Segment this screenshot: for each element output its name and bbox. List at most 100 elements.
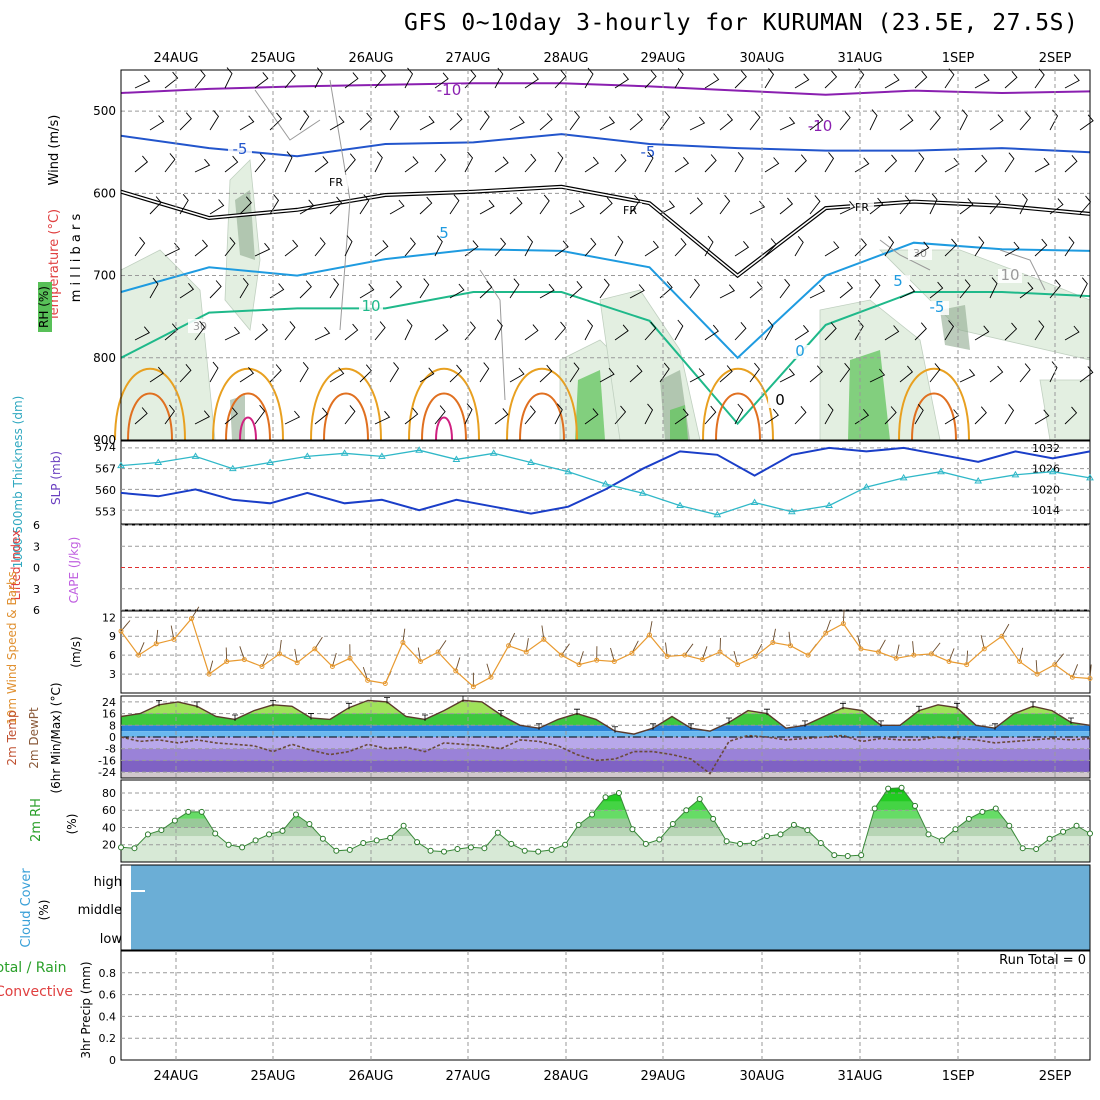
wind-barb <box>839 362 851 383</box>
rh2m-marker <box>737 840 744 847</box>
rh2m-marker <box>212 830 219 837</box>
wind-barb <box>209 280 222 299</box>
wind-barb <box>494 237 507 257</box>
wind-barb <box>869 368 886 383</box>
wind10m-marker <box>435 649 441 655</box>
wind-barb <box>1004 152 1015 173</box>
wind-barb <box>899 195 911 215</box>
lifted-index-tick: 3 <box>33 540 40 553</box>
rh-shade-green <box>575 370 605 440</box>
wind-barb <box>689 278 700 299</box>
wind-barb <box>1049 279 1061 299</box>
wind10m-marker <box>224 658 230 664</box>
wind-barb <box>179 283 195 299</box>
wind10m-marker <box>171 636 177 642</box>
wind-barb <box>194 410 211 425</box>
wind-barb <box>134 74 151 89</box>
wind-barb <box>929 363 941 383</box>
precip-tick: 0.2 <box>99 1032 117 1045</box>
wind-barb <box>914 241 930 257</box>
wind-barb <box>344 153 356 173</box>
wind-barb <box>764 238 777 257</box>
contour-label: 0 <box>795 342 805 360</box>
wind-barb <box>659 110 671 131</box>
wind-barb <box>389 280 403 299</box>
wind-barb <box>539 113 553 131</box>
wind10m-marker <box>365 677 371 683</box>
thickness-tick: 553 <box>95 506 116 519</box>
rh2m-marker <box>441 848 447 855</box>
contour-label-bg <box>768 394 792 408</box>
wind10m-marker <box>840 621 846 627</box>
wind-barb <box>959 109 968 131</box>
wind-barb <box>329 278 340 299</box>
wind10m-marker <box>294 660 300 666</box>
wind-barb <box>194 69 206 89</box>
wind-barb <box>524 72 539 89</box>
temp-minmax-marker <box>384 697 390 704</box>
temp-band <box>121 737 1090 749</box>
rh2m-marker <box>844 852 851 859</box>
contour-label: 5 <box>439 224 449 242</box>
wind-barb <box>554 321 567 341</box>
wind-barb <box>704 405 717 425</box>
rh2m-marker <box>952 826 959 833</box>
wind-barb <box>389 110 400 131</box>
wind-barb <box>794 406 807 425</box>
wind-barb <box>194 239 209 257</box>
rh2m-marker <box>1087 830 1093 837</box>
rh2m-marker <box>898 784 905 791</box>
lifted-index-axis-label: Lifted Index <box>9 530 23 601</box>
wind10m-marker <box>999 633 1005 639</box>
wind10m-marker <box>770 640 776 646</box>
rh2m-marker <box>683 807 690 814</box>
wind-barb <box>284 410 301 425</box>
contour-label-bg <box>636 146 660 160</box>
rh2m-unit-label: (%) <box>65 814 79 835</box>
cape-axis-label: CAPE (J/kg) <box>67 537 81 604</box>
wind-barb <box>599 116 616 131</box>
date-label-bottom: 28AUG <box>543 1069 588 1084</box>
temp-minmax-marker <box>726 717 732 724</box>
wind-barb <box>194 320 206 341</box>
wind10m-marker <box>541 636 547 642</box>
rh2m-marker <box>1033 846 1040 853</box>
wind-barb <box>719 284 736 299</box>
wind-barb <box>569 281 583 299</box>
wind10m-marker <box>611 658 617 664</box>
wind-barb <box>179 364 192 383</box>
wind-barb <box>314 407 329 425</box>
thickness-marker <box>564 467 573 475</box>
temp-band <box>121 760 1090 773</box>
contour-label: FR <box>623 204 637 217</box>
temperature-contour-15 <box>898 367 970 441</box>
wind-barb <box>764 68 775 89</box>
contour-label-bg <box>437 84 461 98</box>
wind-barb <box>134 236 146 257</box>
contour-label-bg <box>324 175 348 189</box>
wind-barb <box>464 403 473 425</box>
wind-barb <box>254 242 271 257</box>
wind-barb <box>374 240 389 257</box>
rh2m-marker <box>266 831 273 838</box>
wind-barb <box>884 236 895 257</box>
wind10m-marker <box>523 649 529 655</box>
wind-barb <box>209 361 219 383</box>
rh2m-marker <box>481 845 488 852</box>
temp-minmax-marker <box>194 701 200 708</box>
wind10m-marker <box>153 641 159 647</box>
wind-barb <box>359 364 372 383</box>
wind-speed-tick: 3 <box>109 668 116 681</box>
wind-barb <box>764 408 779 425</box>
rh2m-marker <box>669 821 676 828</box>
wind-barb <box>989 114 1004 131</box>
rh2m-marker <box>615 789 622 796</box>
wind-barb <box>374 151 383 173</box>
rh2m-marker <box>938 837 945 844</box>
temp-tick: 0 <box>109 731 116 744</box>
wind10m-unit-label: (m/s) <box>69 636 83 667</box>
wind-barb <box>719 365 733 383</box>
rh2m-marker <box>548 846 555 853</box>
rh2m-marker <box>158 827 165 834</box>
rh-shade <box>1039 379 1091 441</box>
